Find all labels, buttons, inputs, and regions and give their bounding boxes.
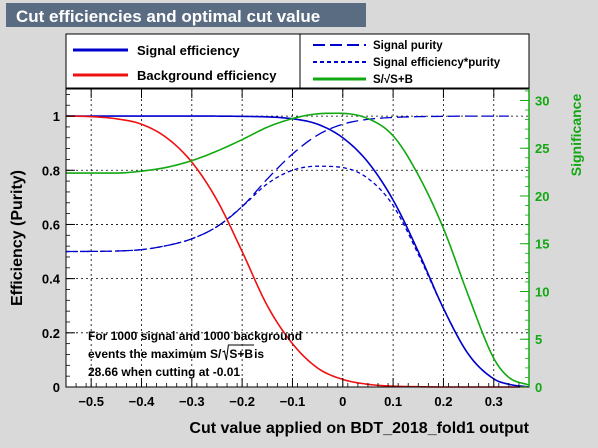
y-tick-label: 0 bbox=[53, 380, 60, 395]
y-tick-label: 0.8 bbox=[42, 163, 60, 178]
y2-axis-label: Significance bbox=[568, 94, 584, 177]
y2-tick-label: 15 bbox=[535, 237, 549, 252]
x-axis-label: Cut value applied on BDT_2018_fold1 outp… bbox=[189, 420, 529, 437]
y-tick-label: 1 bbox=[53, 109, 60, 124]
annotation-line-2-prefix: events the maximum S/ bbox=[88, 347, 222, 361]
legend-label-background-efficiency: Background efficiency bbox=[137, 68, 277, 83]
y2-tick-label: 30 bbox=[535, 93, 549, 108]
plot-area bbox=[66, 89, 529, 387]
annotation-line-2-suffix: is bbox=[254, 347, 264, 361]
x-tick-label: 0.2 bbox=[434, 394, 452, 409]
x-tick-label: −0.5 bbox=[78, 394, 104, 409]
chart-title: Cut efficiencies and optimal cut value bbox=[16, 7, 320, 26]
legend-label-signal-purity: Signal purity bbox=[373, 40, 443, 52]
series-line-s-s-b bbox=[66, 112, 530, 386]
x-tick-label: 0 bbox=[339, 394, 346, 409]
y-tick-label: 0.6 bbox=[42, 217, 60, 232]
x-tick-label: −0.1 bbox=[280, 394, 306, 409]
x-tick-label: −0.2 bbox=[229, 394, 255, 409]
annotation-line-3: 28.66 when cutting at -0.01 bbox=[88, 365, 240, 379]
legend-label-signal-eff-purity: Signal efficiency*purity bbox=[373, 57, 501, 69]
title-box bbox=[6, 3, 366, 27]
y-tick-label: 0.2 bbox=[42, 326, 60, 341]
y-tick-label: 0.4 bbox=[42, 272, 61, 287]
annotation-line-1: For 1000 signal and 1000 background bbox=[88, 329, 302, 343]
y2-tick-label: 25 bbox=[535, 141, 549, 156]
annotation: For 1000 signal and 1000 background even… bbox=[88, 329, 302, 379]
annotation-line-2-radicand: S+B bbox=[229, 347, 253, 361]
legend: Signal efficiency Background efficiency … bbox=[65, 33, 530, 89]
legend-label-signal-efficiency: Signal efficiency bbox=[137, 43, 240, 58]
axes: −0.5 −0.4 −0.3 −0.2 −0.1 0 0.1 0.2 0.3 0 0.2 0.4 0.6… bbox=[42, 89, 549, 409]
y2-tick-label: 10 bbox=[535, 284, 549, 299]
y2-tick-label: 20 bbox=[535, 189, 549, 204]
annotation-sqrt-sign bbox=[222, 344, 255, 361]
series-line-signal-efficiency-purity bbox=[65, 165, 530, 388]
legend-box bbox=[65, 33, 530, 89]
y2-tick-label: 0 bbox=[535, 380, 542, 395]
x-tick-label: −0.4 bbox=[129, 394, 155, 409]
y-axis-label: Efficiency (Purity) bbox=[9, 170, 26, 306]
x-tick-label: 0.3 bbox=[485, 394, 503, 409]
x-tick-label: 0.1 bbox=[384, 394, 402, 409]
legend-label-significance: S/√S+B bbox=[373, 73, 413, 86]
x-tick-label: −0.3 bbox=[179, 394, 205, 409]
y2-tick-label: 5 bbox=[535, 332, 542, 347]
